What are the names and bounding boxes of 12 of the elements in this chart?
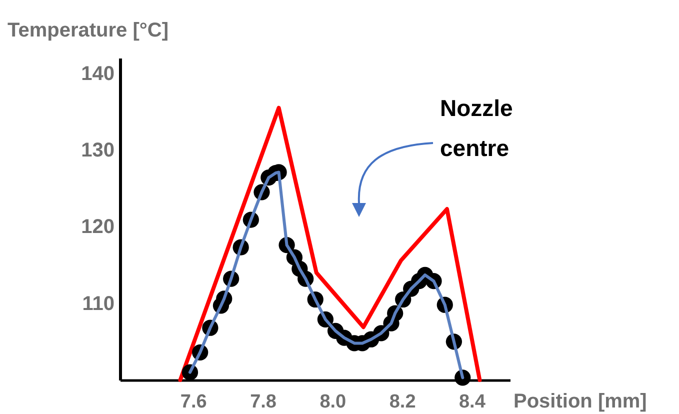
x-axis-title: Position [mm] bbox=[514, 390, 647, 412]
annotation: Nozzle centre bbox=[440, 94, 513, 163]
x-tick-label: 8.0 bbox=[320, 392, 346, 412]
y-tick-label: 120 bbox=[81, 216, 114, 238]
x-tick-label: 8.2 bbox=[389, 392, 416, 412]
y-tick-label: 140 bbox=[81, 62, 114, 85]
x-tick-label: 8.4 bbox=[458, 392, 486, 412]
y-tick-label: 130 bbox=[81, 140, 114, 162]
y-tick-label: 110 bbox=[82, 292, 114, 315]
x-tick-label: 7.6 bbox=[180, 392, 207, 412]
y-axis-title: Temperature [°C] bbox=[8, 20, 168, 42]
x-tick-label: 7.8 bbox=[250, 392, 276, 412]
